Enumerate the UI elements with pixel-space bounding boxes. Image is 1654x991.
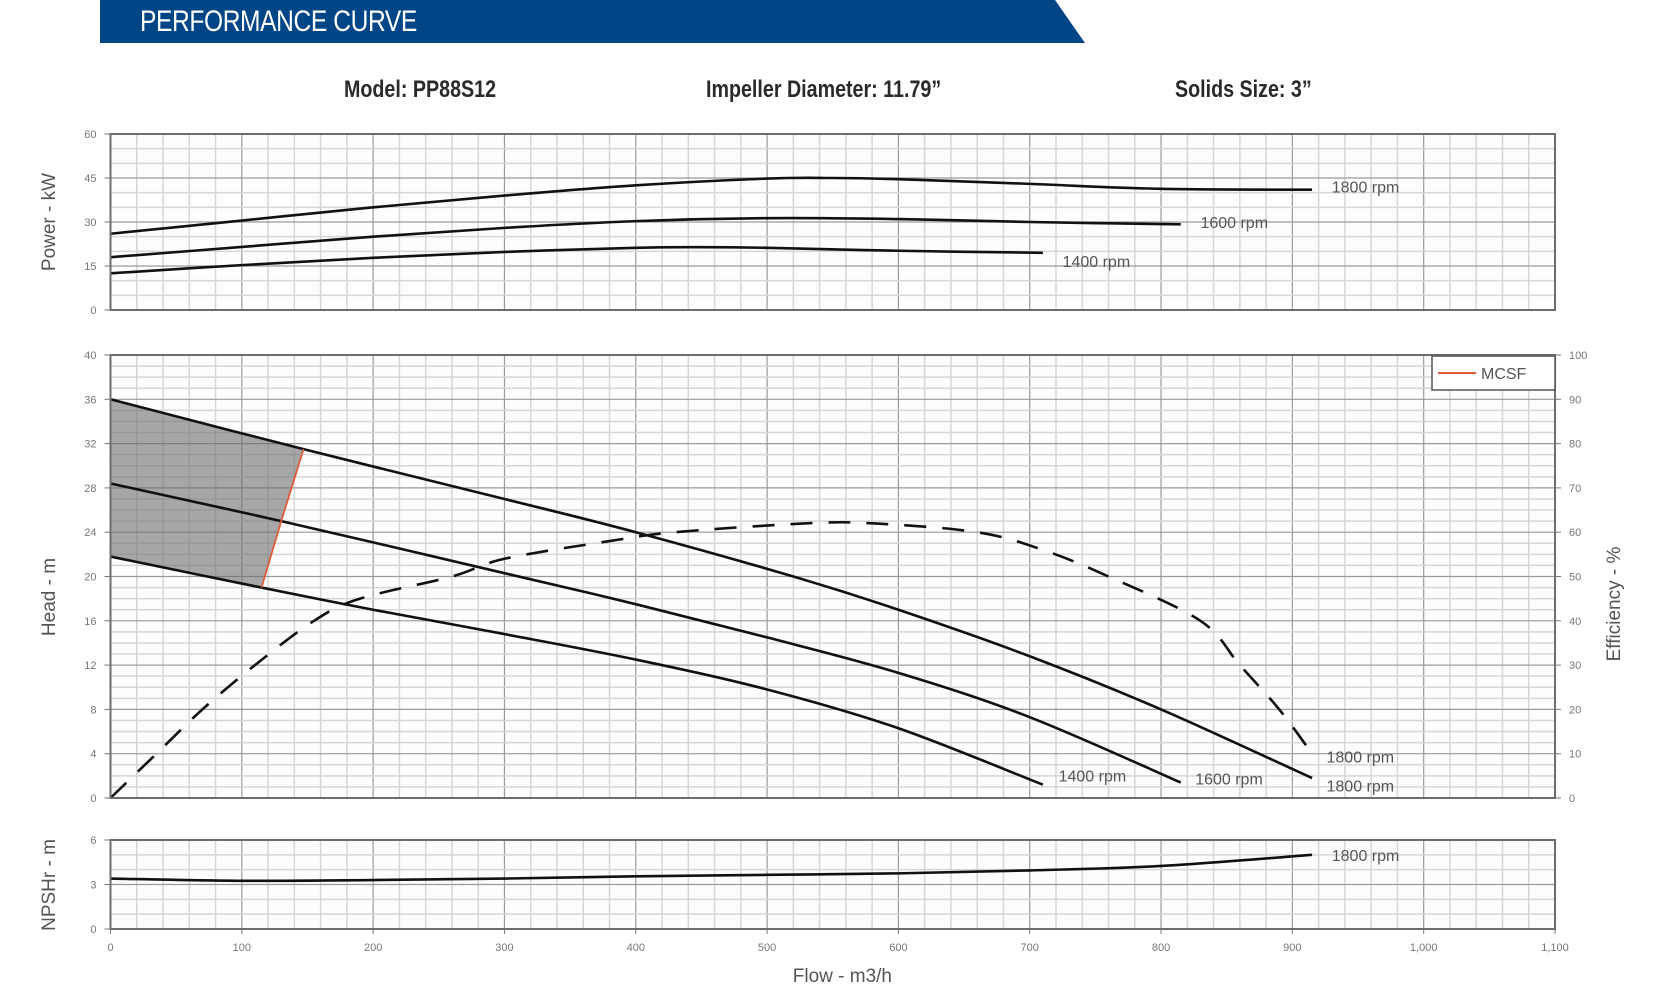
impeller-diameter-label: Impeller Diameter: 11.79”: [706, 76, 942, 103]
eff-tick-label: 50: [1569, 572, 1581, 584]
npsh-1800-rpm-label: 1800 rpm: [1332, 848, 1400, 865]
x-tick-label: 500: [758, 942, 776, 954]
x-tick-label: 0: [107, 942, 113, 954]
efficiency-curve: [109, 520, 1314, 799]
power-1400-rpm-label: 1400 rpm: [1063, 254, 1131, 271]
y-tick-label: 15: [84, 261, 96, 273]
legend: MCSF: [1431, 355, 1556, 391]
y-tick-label: 12: [84, 660, 96, 672]
y-tick-label: 8: [90, 704, 96, 716]
power-axis-title: Power - kW: [39, 173, 60, 271]
y-tick-label: 3: [90, 880, 96, 892]
npsh-axis-title: NPSHr - m: [39, 839, 60, 931]
head-axis-title: Head - m: [39, 558, 60, 636]
head-grid: [109, 354, 1556, 799]
head-y-axis: 0 4 8 12 16 20 24 28 32 36 40: [84, 350, 111, 805]
title-banner: [100, 0, 1085, 43]
x-axis-title: Flow - m3/h: [793, 966, 892, 987]
head-1800-rpm-label: 1800 rpm: [1327, 778, 1395, 795]
y-tick-label: 0: [90, 924, 96, 936]
y-tick-label: 28: [84, 483, 96, 495]
x-tick-label: 700: [1021, 942, 1039, 954]
eff-tick-label: 80: [1569, 439, 1581, 451]
x-tick-label: 200: [364, 942, 382, 954]
y-tick-label: 6: [90, 835, 96, 847]
y-tick-label: 40: [84, 350, 96, 362]
mcsf-line: [260, 448, 305, 588]
y-tick-label: 0: [90, 305, 96, 317]
eff-tick-label: 40: [1569, 616, 1581, 628]
eff-tick-label: 30: [1569, 660, 1581, 672]
eff-tick-label: 0: [1569, 793, 1575, 805]
eff-tick-label: 20: [1569, 704, 1581, 716]
x-tick-label: 900: [1283, 942, 1301, 954]
x-tick-label: 100: [233, 942, 251, 954]
head-1400-rpm-label: 1400 rpm: [1059, 768, 1127, 785]
power-curve-1600-rpm: [110, 216, 1181, 259]
x-axis: 0 100 200 300 400 500 600 700 800 900 1,000 1,100: [107, 929, 1569, 954]
x-tick-label: 1,000: [1410, 942, 1438, 954]
eff-tick-label: 70: [1569, 483, 1581, 495]
eff-tick-label: 90: [1569, 394, 1581, 406]
model-label: Model: PP88S12: [344, 76, 497, 103]
efficiency-y-axis: 0 10 20 30 40 50 60 70 80 90 100: [1555, 350, 1587, 805]
head-curve-1600-rpm: [110, 482, 1182, 784]
x-tick-label: 800: [1152, 942, 1170, 954]
y-tick-label: 24: [84, 527, 96, 539]
npsh-curve-1800-rpm: [110, 853, 1313, 883]
head-curve-1400-rpm: [110, 555, 1044, 786]
eff-tick-label: 10: [1569, 749, 1581, 761]
mcsf-shaded-region: [110, 399, 304, 588]
head-curve-1800-rpm: [110, 398, 1313, 780]
power-1800-rpm-label: 1800 rpm: [1332, 180, 1400, 197]
y-tick-label: 30: [84, 217, 96, 229]
x-tick-label: 1,100: [1541, 942, 1569, 954]
power-curve-1400-rpm: [110, 245, 1043, 275]
y-tick-label: 0: [90, 793, 96, 805]
power-y-axis: 0 15 30 45 60: [84, 129, 111, 317]
power-curve-1800-rpm: [110, 176, 1313, 236]
y-tick-label: 36: [84, 394, 96, 406]
head-1600-rpm-label: 1600 rpm: [1195, 772, 1263, 789]
x-tick-label: 400: [627, 942, 645, 954]
y-tick-label: 20: [84, 572, 96, 584]
x-tick-label: 300: [495, 942, 513, 954]
efficiency-1800-rpm-label: 1800 rpm: [1327, 750, 1395, 767]
y-tick-label: 4: [90, 749, 96, 761]
y-tick-label: 32: [84, 439, 96, 451]
eff-tick-label: 60: [1569, 527, 1581, 539]
y-tick-label: 45: [84, 173, 96, 185]
npsh-y-axis: 0 3 6: [90, 835, 111, 936]
efficiency-axis-title: Efficiency - %: [1604, 547, 1625, 662]
y-tick-label: 16: [84, 616, 96, 628]
power-grid: [109, 133, 1556, 311]
page-title: PERFORMANCE CURVE: [140, 5, 417, 38]
y-tick-label: 60: [84, 129, 96, 141]
power-1600-rpm-label: 1600 rpm: [1200, 215, 1268, 232]
legend-mcsf-label: MCSF: [1481, 366, 1527, 383]
eff-tick-label: 100: [1569, 350, 1587, 362]
x-tick-label: 600: [889, 942, 907, 954]
solids-size-label: Solids Size: 3”: [1175, 76, 1312, 103]
